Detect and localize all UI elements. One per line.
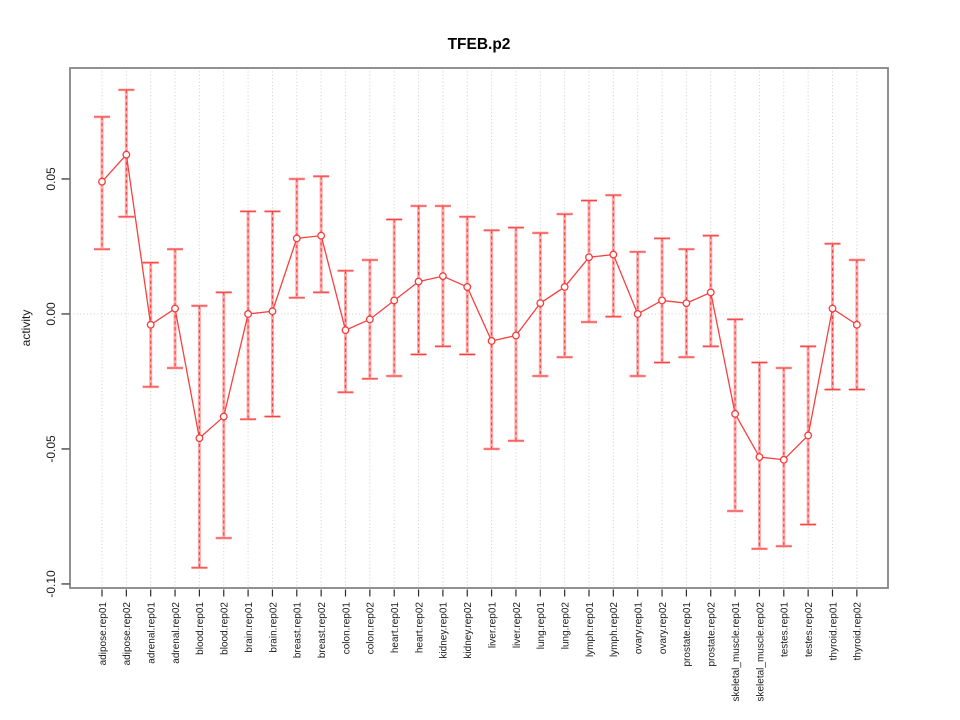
x-tick-label: brain.rep02 [268, 602, 279, 653]
error-bars [94, 88, 865, 570]
gridlines [70, 68, 888, 588]
data-point [414, 277, 423, 286]
x-tick-label: blood.rep02 [220, 602, 231, 655]
data-point [487, 337, 496, 345]
data-point [755, 453, 764, 462]
data-point [219, 412, 228, 421]
data-point [536, 299, 545, 308]
data-point [244, 310, 253, 318]
data-point [828, 304, 837, 313]
data-point [658, 296, 666, 305]
x-tick-label: adrenal.rep02 [171, 602, 182, 664]
x-tick-label: testes.rep02 [804, 602, 815, 657]
data-point [804, 431, 813, 440]
data-point [171, 304, 179, 313]
data-markers [98, 150, 861, 464]
error-bar [824, 242, 841, 391]
x-tick-label: kidney.rep01 [439, 602, 450, 659]
data-point [390, 296, 399, 305]
data-point [365, 315, 374, 324]
series-line [101, 153, 858, 461]
data-point [146, 320, 155, 329]
y-tick-label: 0.00 [44, 302, 58, 326]
data-point [852, 320, 861, 329]
x-tick-label: prostate.rep02 [707, 602, 718, 667]
data-point [195, 434, 204, 443]
chart-title: TFEB.p2 [448, 36, 511, 53]
y-tick-label: 0.05 [44, 167, 58, 191]
data-point [341, 326, 350, 335]
x-tick-label: breast.rep02 [317, 602, 328, 659]
x-tick-label: adrenal.rep01 [147, 602, 158, 664]
y-tick-label: -0.05 [44, 435, 58, 463]
x-tick-label: blood.rep01 [195, 602, 206, 655]
data-point [98, 177, 106, 186]
x-tick-label: ovary.rep02 [658, 602, 669, 655]
x-tick-label: adipose.rep01 [98, 602, 109, 666]
x-tick-label: lung.rep02 [560, 602, 571, 650]
y-tick-label: -0.10 [44, 570, 58, 598]
x-tick-label: prostate.rep01 [682, 602, 693, 667]
data-point [633, 310, 642, 318]
x-tick-label: skeletal_muscle.rep01 [731, 602, 742, 702]
data-point [682, 299, 691, 308]
x-tick-label: testes.rep01 [780, 602, 791, 657]
x-tick-label: thyroid.rep02 [853, 602, 864, 661]
x-tick-label: heart.rep02 [414, 602, 425, 654]
y-axis-label: activity [19, 310, 33, 347]
x-tick-label: adipose.rep02 [122, 602, 133, 666]
x-tick-label: liver.rep01 [487, 602, 498, 649]
x-tick-label: lung.rep01 [536, 602, 547, 650]
x-tick-label: liver.rep02 [512, 602, 523, 649]
x-tick-label: breast.rep01 [293, 602, 304, 659]
data-point [463, 283, 472, 291]
x-tick-label: skeletal_muscle.rep02 [755, 602, 766, 702]
x-tick-label: heart.rep01 [390, 602, 401, 654]
data-point [609, 250, 618, 259]
plot-border [69, 67, 889, 589]
x-tick-label: brain.rep01 [244, 602, 255, 653]
x-tick-label: kidney.rep02 [463, 602, 474, 659]
data-point [706, 288, 715, 297]
data-point [779, 455, 788, 464]
axes: 0.05 0.00 -0.05 -0.10 adipose.rep01 adipose.r… [44, 167, 864, 702]
data-point [122, 150, 131, 159]
data-point [560, 283, 569, 291]
x-tick-label: lymph.rep01 [585, 602, 596, 657]
error-bar [581, 199, 597, 324]
data-point [731, 409, 740, 418]
data-point [512, 331, 520, 340]
x-tick-label: colon.rep01 [341, 602, 352, 655]
data-point [268, 307, 277, 316]
x-tick-label: colon.rep02 [366, 602, 377, 655]
x-tick-label: thyroid.rep01 [828, 602, 839, 661]
x-tick-label: ovary.rep01 [634, 602, 645, 655]
data-point [438, 272, 447, 281]
data-point [585, 253, 593, 262]
data-point [317, 231, 326, 240]
series-polyline [101, 153, 858, 461]
data-point [292, 234, 301, 243]
x-tick-label: lymph.rep02 [609, 602, 620, 657]
